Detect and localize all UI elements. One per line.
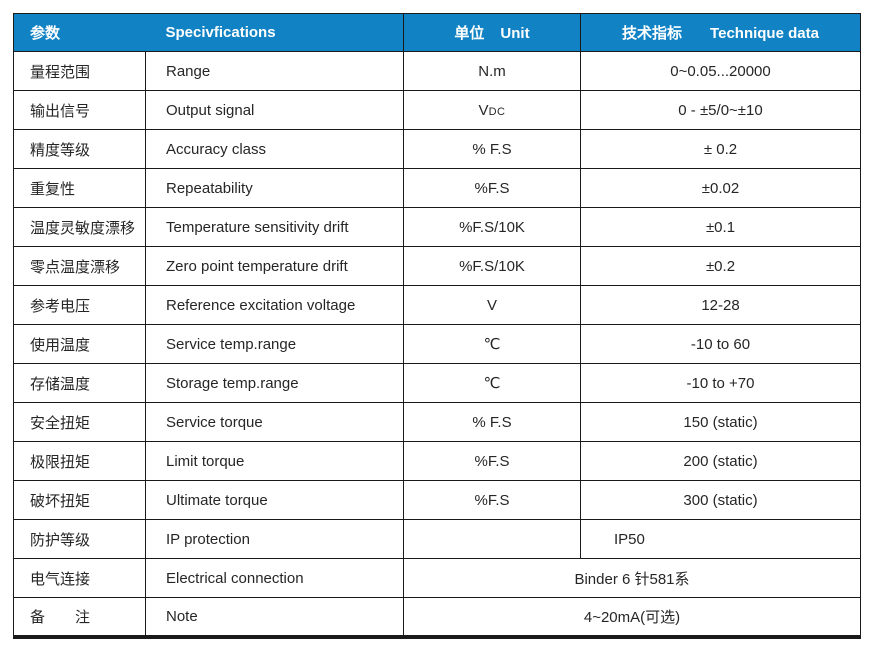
value-cell: ±0.2 — [580, 246, 861, 286]
value-cell: ± 0.2 — [580, 129, 861, 169]
table-row: 备 注 Note 4~20mA(可选) — [13, 597, 861, 637]
header-unit-en: Unit — [500, 25, 530, 42]
table-row: 防护等级 IP protection IP50 — [13, 519, 861, 559]
table-row: 温度灵敏度漂移 Temperature sensitivity drift %F.S… — [13, 207, 861, 247]
header-unit: 单位 Unit — [403, 13, 581, 52]
param-cell: 零点温度漂移 — [13, 246, 146, 286]
spec-cell: Reference excitation voltage — [145, 285, 404, 325]
table-row: 电气连接 Electrical connection Binder 6 针581系 — [13, 558, 861, 598]
spec-cell: Range — [145, 51, 404, 91]
unit-cell: ℃ — [403, 324, 581, 364]
unit-cell: %F.S — [403, 441, 581, 481]
spec-cell: IP protection — [145, 519, 404, 559]
table-header-row: 参数 Specivfications 单位 Unit 技术指标 Technique … — [13, 13, 861, 52]
spec-cell: Repeatability — [145, 168, 404, 208]
table-row: 精度等级 Accuracy class% F.S ± 0.2 — [13, 129, 861, 169]
param-cell: 输出信号 — [13, 90, 146, 130]
value-cell: 0~0.05...20000 — [580, 51, 861, 91]
table-row: 破坏扭矩 Ultimate torque %F.S 300 (static) — [13, 480, 861, 520]
param-cell: 参考电压 — [13, 285, 146, 325]
unit-cell: %F.S — [403, 480, 581, 520]
table-row: 重复性 Repeatability %F.S ±0.02 — [13, 168, 861, 208]
param-cell: 极限扭矩 — [13, 441, 146, 481]
unit-cell: %F.S/10K — [403, 246, 581, 286]
param-cell: 使用温度 — [13, 324, 146, 364]
param-cell: 精度等级 — [13, 129, 146, 169]
value-cell: ±0.02 — [580, 168, 861, 208]
header-technique-data: 技术指标 Technique data — [580, 13, 861, 52]
unit-cell: V — [403, 285, 581, 325]
param-cell: 备 注 — [13, 597, 146, 637]
table-row: 安全扭矩 Service torque% F.S 150 (static) — [13, 402, 861, 442]
param-cell: 安全扭矩 — [13, 402, 146, 442]
merged-value-cell: Binder 6 针581系 — [403, 558, 861, 598]
table-row: 量程范围 Range N.m 0~0.05...20000 — [13, 51, 861, 91]
unit-subscript: DC — [488, 105, 506, 118]
param-cell: 防护等级 — [13, 519, 146, 559]
param-cell: 破坏扭矩 — [13, 480, 146, 520]
value-cell: 200 (static) — [580, 441, 861, 481]
spec-cell: Temperature sensitivity drift — [145, 207, 404, 247]
unit-cell — [403, 519, 581, 559]
spec-cell: Limit torque — [145, 441, 404, 481]
table-row: 存储温度 Storage temp.range ℃ -10 to +70 — [13, 363, 861, 403]
param-cell: 重复性 — [13, 168, 146, 208]
unit-cell: N.m — [403, 51, 581, 91]
table-row: 极限扭矩 Limit torque %F.S 200 (static) — [13, 441, 861, 481]
header-data-en: Technique data — [710, 25, 819, 42]
value-cell: IP50 — [580, 519, 861, 559]
unit-cell: VDC — [403, 90, 581, 130]
unit-cell: %F.S — [403, 168, 581, 208]
spec-table: 参数 Specivfications 单位 Unit 技术指标 Technique … — [13, 13, 861, 639]
spec-cell: Service torque — [145, 402, 404, 442]
table-row: 使用温度 Service temp.range ℃ -10 to 60 — [13, 324, 861, 364]
value-cell: -10 to 60 — [580, 324, 861, 364]
param-cell: 电气连接 — [13, 558, 146, 598]
value-cell: 12-28 — [580, 285, 861, 325]
value-cell: 0 - ±5/0~±10 — [580, 90, 861, 130]
table-row: 输出信号 Output signal VDC 0 - ±5/0~±10 — [13, 90, 861, 130]
merged-value-cell: 4~20mA(可选) — [403, 597, 861, 637]
spec-cell: Ultimate torque — [145, 480, 404, 520]
spec-cell: Storage temp.range — [145, 363, 404, 403]
header-data-zh: 技术指标 — [622, 25, 683, 42]
spec-cell: Service temp.range — [145, 324, 404, 364]
spec-cell: Output signal — [145, 90, 404, 130]
unit-cell: % F.S — [403, 129, 581, 169]
header-unit-zh: 单位 — [454, 25, 485, 42]
header-spec: Specivfications — [145, 13, 404, 52]
value-cell: ±0.1 — [580, 207, 861, 247]
param-cell: 温度灵敏度漂移 — [13, 207, 146, 247]
header-spec-en: Specivfications — [165, 24, 276, 41]
table-row: 零点温度漂移 Zero point temperature drift %F.S/1… — [13, 246, 861, 286]
param-cell: 量程范围 — [13, 51, 146, 91]
header-param: 参数 — [13, 13, 146, 52]
header-param-zh: 参数 — [30, 25, 61, 42]
value-cell: -10 to +70 — [580, 363, 861, 403]
unit-cell: % F.S — [403, 402, 581, 442]
table-row: 参考电压 Reference excitation voltage V 12-28 — [13, 285, 861, 325]
unit-cell: ℃ — [403, 363, 581, 403]
unit-cell: %F.S/10K — [403, 207, 581, 247]
spec-cell: Electrical connection — [145, 558, 404, 598]
param-cell: 存储温度 — [13, 363, 146, 403]
spec-cell: Zero point temperature drift — [145, 246, 404, 286]
spec-cell: Note — [145, 597, 404, 637]
value-cell: 150 (static) — [580, 402, 861, 442]
value-cell: 300 (static) — [580, 480, 861, 520]
spec-cell: Accuracy class — [145, 129, 404, 169]
